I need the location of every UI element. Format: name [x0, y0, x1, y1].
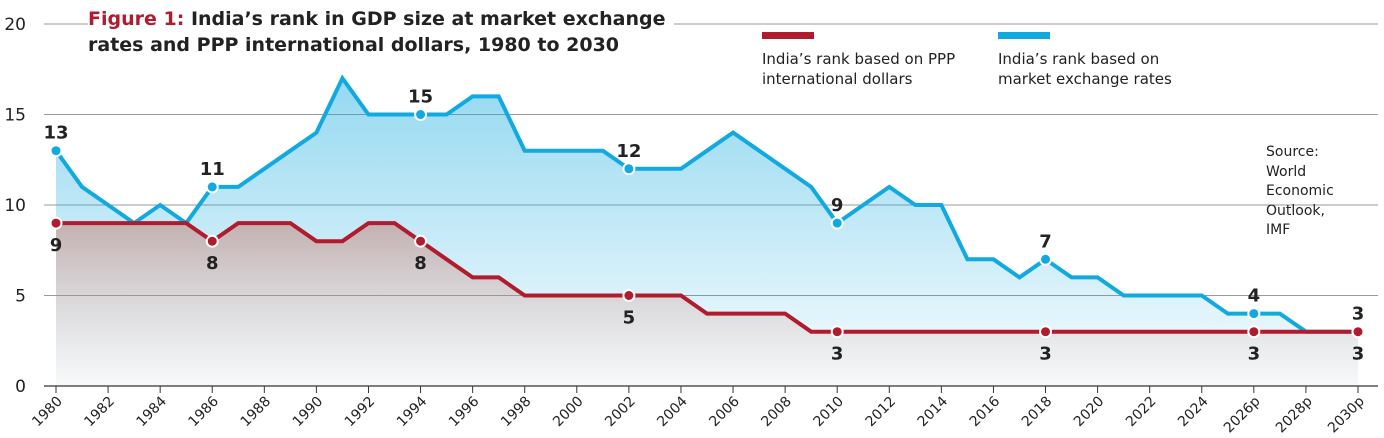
data-label-mer: 4 [1248, 286, 1261, 307]
marker-ppp [622, 289, 636, 302]
data-label-ppp: 3 [1352, 344, 1365, 365]
marker-mer [622, 162, 636, 176]
source-line: Economic [1266, 183, 1334, 199]
x-tick-label: 1982 [81, 394, 118, 431]
source-note: Source: World Economic Outlook, IMF [1266, 143, 1334, 241]
marker-ppp [1039, 325, 1053, 339]
marker-ppp [830, 325, 844, 339]
series-line-ppp [56, 221, 1358, 334]
marker-mer [830, 216, 844, 230]
data-label-ppp: 5 [623, 308, 636, 329]
data-label-mer: 15 [408, 87, 433, 108]
series-line-mer [54, 74, 1358, 334]
x-tick-label: 1990 [290, 394, 327, 431]
x-tick-label: 2022 [1123, 394, 1160, 431]
x-tick-label: 2016 [967, 393, 1004, 430]
x-tick-label: 2000 [550, 394, 587, 431]
title-line-2: rates and PPP international dollars, 198… [88, 34, 620, 56]
data-label-mer: 9 [831, 195, 844, 216]
legend-item-mer: India’s rank based on market exchange ra… [998, 32, 1172, 89]
marker-ppp [414, 234, 428, 248]
marker-ppp [1351, 325, 1365, 339]
x-tick-label: 2002 [602, 394, 639, 431]
legend-label-ppp-2: international dollars [762, 70, 913, 88]
x-tick-label: 1998 [498, 394, 535, 431]
x-tick-label: 1988 [238, 394, 275, 431]
title-line-1: Figure 1: India’s rank in GDP size at ma… [88, 6, 666, 32]
marker-mer [414, 108, 428, 121]
source-line: Source: [1266, 144, 1319, 160]
data-label-mer: 3 [1352, 304, 1365, 325]
marker-mer [49, 144, 63, 158]
x-tick-label: 2010 [811, 394, 848, 431]
marker-mer [205, 180, 219, 194]
x-tick-label: 1996 [446, 393, 483, 430]
figure-label: Figure 1: [88, 8, 185, 30]
legend-label-mer-1: India’s rank based on [998, 50, 1160, 68]
y-tick-label: 10 [4, 196, 26, 216]
data-label-ppp: 9 [50, 235, 63, 256]
source-line: Outlook, [1266, 202, 1325, 219]
legend-label-mer-2: market exchange rates [998, 70, 1172, 88]
source-line: IMF [1266, 222, 1291, 238]
data-label-ppp: 3 [831, 344, 844, 365]
x-tick-label: 2030p [1325, 393, 1368, 436]
y-tick-label: 15 [4, 106, 26, 126]
legend-label-ppp-1: India’s rank based on PPP [762, 50, 956, 68]
source-line: World [1266, 163, 1307, 180]
x-tick-label: 2004 [654, 393, 691, 430]
legend-item-ppp: India’s rank based on PPP international … [762, 32, 955, 89]
marker-ppp [205, 234, 219, 248]
data-label-mer: 12 [616, 141, 641, 162]
legend-swatch-ppp [762, 32, 814, 39]
chart-title: Figure 1: India’s rank in GDP size at ma… [88, 6, 674, 58]
x-tick-label: 2014 [915, 393, 952, 430]
x-tick-label: 1980 [29, 394, 66, 431]
title-text-1: India’s rank in GDP size at market excha… [190, 8, 666, 30]
x-tick-label: 1984 [133, 393, 170, 430]
marker-ppp [49, 216, 63, 230]
data-label-ppp: 8 [206, 253, 219, 274]
y-tick-label: 5 [15, 287, 26, 307]
x-tick-label: 2018 [1019, 394, 1056, 431]
x-tick-label: 2006 [706, 393, 743, 430]
x-tick-label: 2008 [758, 394, 795, 431]
x-tick-label: 1992 [342, 394, 379, 431]
x-tick-label: 1994 [394, 393, 431, 430]
marker-mer [1247, 307, 1261, 321]
marker-ppp [1247, 325, 1261, 339]
x-tick-label: 2020 [1071, 394, 1108, 431]
x-tick-label: 1986 [186, 393, 223, 430]
y-tick-label: 20 [4, 15, 26, 35]
x-tick-label: 2028p [1273, 393, 1316, 436]
area-ppp [56, 223, 1358, 386]
x-tick-label: 2024 [1175, 393, 1212, 430]
data-label-ppp: 3 [1039, 344, 1052, 365]
data-label-ppp: 8 [414, 253, 427, 274]
data-label-mer: 7 [1039, 231, 1052, 252]
y-tick-label: 0 [15, 377, 26, 397]
legend-swatch-mer [998, 32, 1050, 39]
marker-mer [1039, 252, 1053, 266]
data-label-mer: 13 [43, 123, 68, 144]
x-tick-label: 2026p [1221, 393, 1264, 436]
data-label-ppp: 3 [1248, 344, 1261, 365]
x-tick-label: 2012 [863, 394, 900, 431]
data-label-mer: 11 [200, 159, 225, 180]
